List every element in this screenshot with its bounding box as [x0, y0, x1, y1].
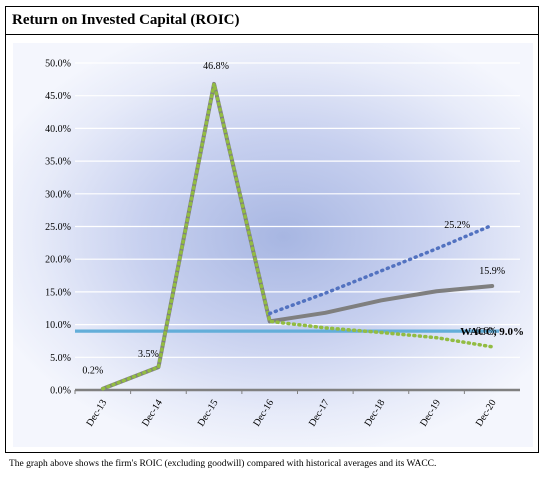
x-tick-label: Dec-16	[251, 398, 276, 429]
x-tick-label: Dec-15	[196, 398, 221, 429]
x-tick-label: Dec-20	[474, 398, 499, 429]
series-line-solid-gray	[100, 81, 495, 391]
y-tick-label: 5.0%	[50, 353, 71, 364]
data-label: 25.2%	[444, 220, 470, 231]
y-tick-label: 40.0%	[45, 124, 71, 135]
data-label: 3.5%	[138, 349, 159, 360]
y-tick-label: 25.0%	[45, 222, 71, 233]
data-label: 0.2%	[82, 366, 103, 377]
data-label: 46.8%	[203, 61, 229, 72]
chart-title: Return on Invested Capital (ROIC)	[12, 12, 240, 28]
chart-frame: Return on Invested Capital (ROIC)	[5, 6, 539, 453]
series-line-dotted-green	[101, 82, 494, 391]
y-tick-label: 50.0%	[45, 59, 71, 70]
y-tick-label: 30.0%	[45, 189, 71, 200]
wacc-label: WACC, 9.0%	[460, 326, 524, 338]
plot-background	[13, 43, 533, 447]
data-label: 15.9%	[479, 266, 505, 277]
data-label: 6.6%	[476, 326, 497, 337]
x-tick-label: Dec-17	[307, 398, 332, 429]
x-tick-label: Dec-14	[140, 398, 165, 429]
x-tick-label: Dec-13	[84, 398, 109, 429]
y-tick-label: 45.0%	[45, 91, 71, 102]
chart-caption: The graph above shows the firm's ROIC (e…	[9, 459, 437, 469]
y-tick-label: 15.0%	[45, 287, 71, 298]
series-line-dotted-blue	[267, 223, 494, 316]
x-tick-label: Dec-19	[418, 398, 443, 429]
y-tick-label: 10.0%	[45, 320, 71, 331]
title-bar: Return on Invested Capital (ROIC)	[6, 7, 538, 35]
y-tick-label: 20.0%	[45, 255, 71, 266]
x-tick-label: Dec-18	[363, 398, 388, 429]
y-tick-label: 35.0%	[45, 157, 71, 168]
y-tick-label: 0.0%	[50, 386, 71, 397]
